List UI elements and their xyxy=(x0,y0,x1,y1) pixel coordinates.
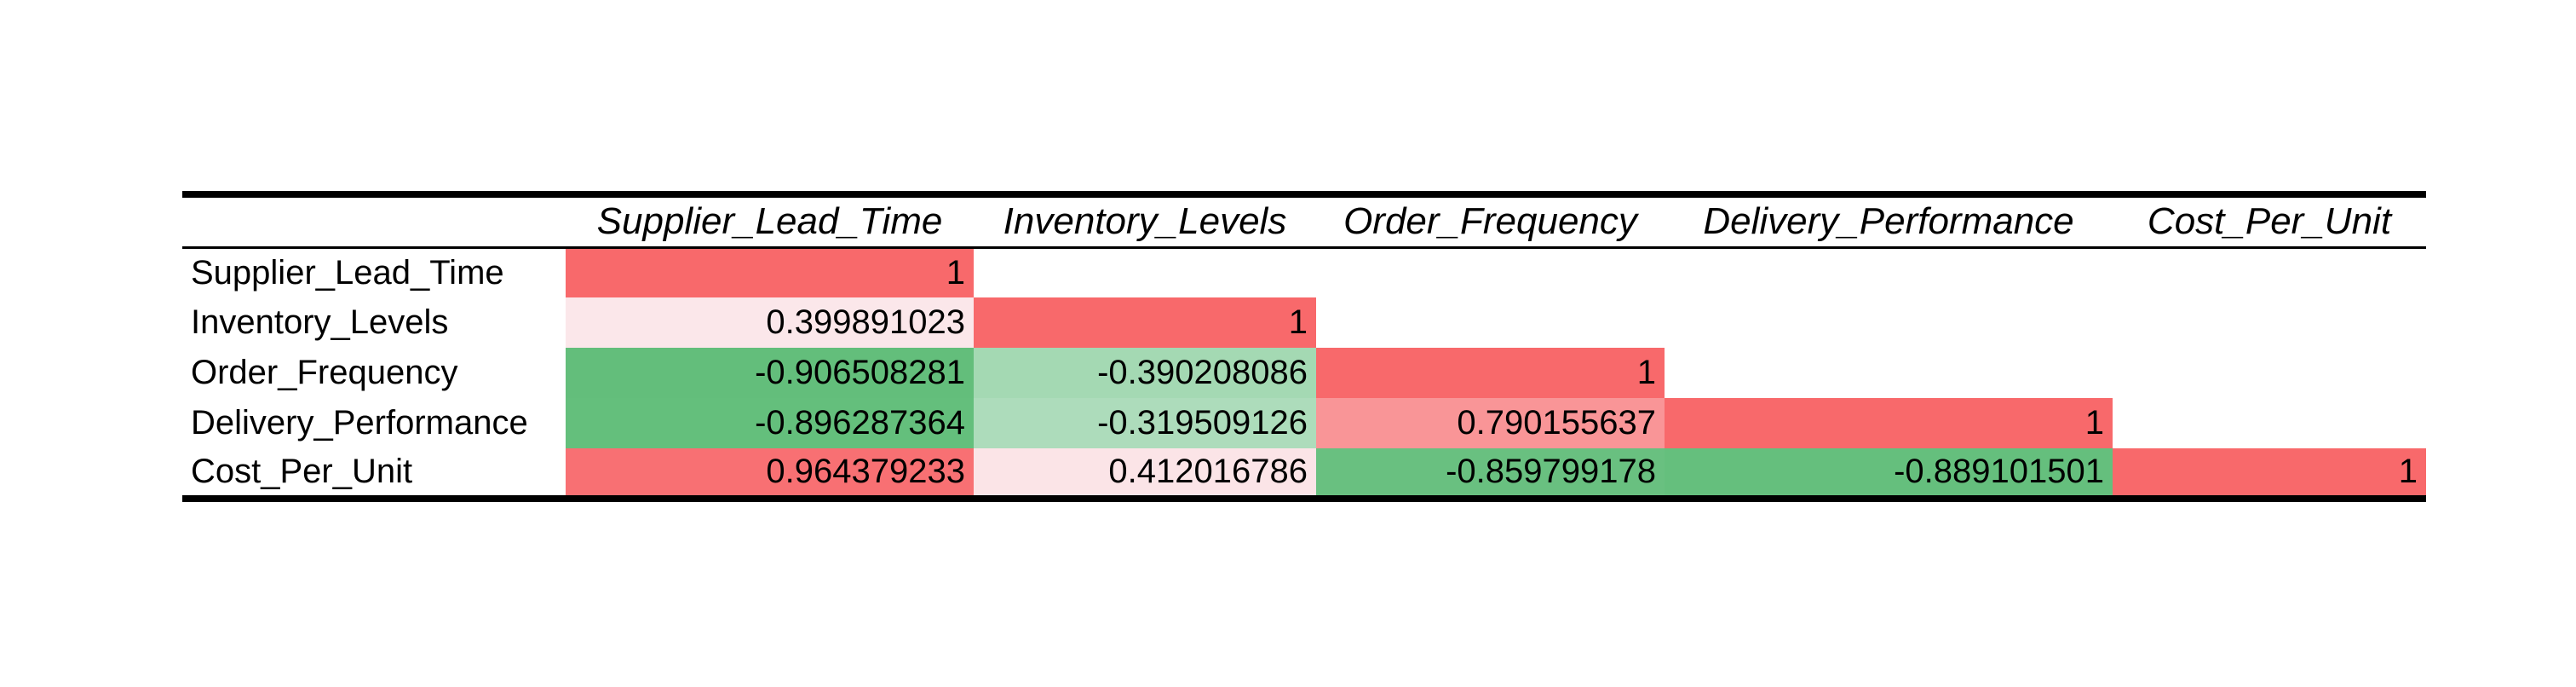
matrix-cell xyxy=(2113,348,2426,398)
matrix-cell: 1 xyxy=(566,247,974,297)
header-row: Supplier_Lead_Time Inventory_Levels Orde… xyxy=(182,194,2426,247)
matrix-cell: -0.889101501 xyxy=(1665,448,2113,499)
matrix-cell: 1 xyxy=(2113,448,2426,499)
matrix-cell: 1 xyxy=(1316,348,1665,398)
matrix-cell xyxy=(1665,247,2113,297)
corner-cell xyxy=(182,194,566,247)
matrix-cell: -0.390208086 xyxy=(974,348,1316,398)
matrix-cell: 0.399891023 xyxy=(566,297,974,348)
matrix-cell: 1 xyxy=(1665,398,2113,448)
table-row: Delivery_Performance -0.896287364 -0.319… xyxy=(182,398,2426,448)
matrix-cell xyxy=(2113,398,2426,448)
matrix-cell: -0.859799178 xyxy=(1316,448,1665,499)
matrix-cell: 0.790155637 xyxy=(1316,398,1665,448)
column-header: Delivery_Performance xyxy=(1665,194,2113,247)
row-header: Inventory_Levels xyxy=(182,297,566,348)
matrix-cell xyxy=(2113,297,2426,348)
matrix-cell xyxy=(974,247,1316,297)
row-header: Order_Frequency xyxy=(182,348,566,398)
matrix-cell xyxy=(1665,297,2113,348)
matrix-cell: 0.964379233 xyxy=(566,448,974,499)
table-row: Cost_Per_Unit 0.964379233 0.412016786 -0… xyxy=(182,448,2426,499)
matrix-cell xyxy=(1665,348,2113,398)
matrix-cell: -0.906508281 xyxy=(566,348,974,398)
matrix-cell: 0.412016786 xyxy=(974,448,1316,499)
matrix-cell xyxy=(1316,247,1665,297)
table-row: Order_Frequency -0.906508281 -0.39020808… xyxy=(182,348,2426,398)
column-header: Inventory_Levels xyxy=(974,194,1316,247)
table-row: Supplier_Lead_Time 1 xyxy=(182,247,2426,297)
column-header: Order_Frequency xyxy=(1316,194,1665,247)
column-header: Supplier_Lead_Time xyxy=(566,194,974,247)
table-row: Inventory_Levels 0.399891023 1 xyxy=(182,297,2426,348)
matrix-cell: 1 xyxy=(974,297,1316,348)
matrix-cell xyxy=(1316,297,1665,348)
row-header: Cost_Per_Unit xyxy=(182,448,566,499)
matrix-cell: -0.319509126 xyxy=(974,398,1316,448)
row-header: Supplier_Lead_Time xyxy=(182,247,566,297)
correlation-table: Supplier_Lead_Time Inventory_Levels Orde… xyxy=(182,191,2426,502)
matrix-cell xyxy=(2113,247,2426,297)
matrix-cell: -0.896287364 xyxy=(566,398,974,448)
column-header: Cost_Per_Unit xyxy=(2113,194,2426,247)
row-header: Delivery_Performance xyxy=(182,398,566,448)
